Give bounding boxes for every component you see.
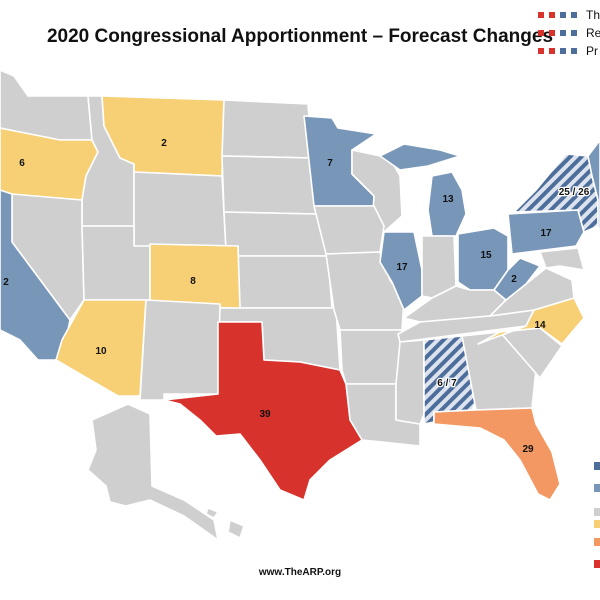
state-alaska [87, 403, 219, 541]
state-west-virginia [493, 257, 541, 301]
legend-marker-square [549, 12, 555, 18]
state-michigan [427, 171, 467, 237]
label-montana: 2 [161, 138, 167, 149]
state-washington [0, 69, 93, 141]
legend-marker [538, 48, 577, 54]
legend-marker-square [538, 48, 544, 54]
legend-swatch [594, 538, 600, 546]
label-north-carolina: 14 [534, 320, 546, 331]
label-oregon: 6 [19, 158, 25, 169]
label-colorado: 8 [190, 276, 196, 287]
label-michigan: 13 [442, 194, 454, 205]
state-nebraska [223, 211, 329, 257]
legend-swatch [594, 508, 600, 516]
label-arizona: 10 [95, 346, 107, 357]
label-minnesota: 7 [327, 158, 333, 169]
state-iowa [313, 205, 385, 255]
state-new-mexico [139, 299, 221, 401]
legend-marker-square [571, 48, 577, 54]
state-colorado [149, 243, 241, 309]
state-arkansas [339, 329, 403, 385]
state-wyoming [133, 171, 227, 251]
legend-swatch [594, 560, 600, 568]
state-illinois [379, 231, 423, 311]
legend-marker-square [538, 12, 544, 18]
legend-swatch [594, 520, 600, 528]
state-labels: 6 2 7 2 8 10 39 13 17 15 17 25 / 26 2 14… [3, 138, 591, 455]
top-legend: Th Re Pr [538, 8, 600, 58]
label-pennsylvania: 17 [540, 228, 552, 239]
side-legend [594, 462, 600, 568]
state-south-dakota [221, 155, 317, 215]
legend-text: Pr [586, 44, 598, 58]
state-maryland [539, 247, 585, 271]
legend-marker-square [560, 48, 566, 54]
state-kansas [237, 255, 333, 309]
state-mississippi [395, 339, 425, 425]
legend-marker [538, 12, 577, 18]
state-michigan-upper [379, 143, 461, 171]
label-texas: 39 [259, 409, 271, 420]
label-illinois: 17 [396, 262, 408, 273]
label-california: 2 [3, 277, 9, 288]
legend-swatch [594, 462, 600, 470]
legend-marker-square [549, 48, 555, 54]
state-hawaii-islands [205, 507, 219, 519]
label-new-york: 25 / 26 [559, 187, 590, 198]
label-ohio: 15 [480, 250, 492, 261]
state-texas [163, 321, 363, 501]
legend-marker-square [538, 30, 544, 36]
legend-text: Th [586, 8, 600, 22]
state-new-england [587, 139, 600, 241]
legend-marker-square [571, 12, 577, 18]
legend-marker-square [560, 12, 566, 18]
states-layer [0, 69, 600, 541]
legend-marker-square [571, 30, 577, 36]
label-west-virginia: 2 [511, 274, 517, 285]
legend-text: Re [586, 26, 600, 40]
label-florida: 29 [522, 444, 534, 455]
map-title: 2020 Congressional Apportionment – Forec… [47, 26, 553, 47]
website-footer: www.TheARP.org [258, 567, 341, 578]
state-florida [433, 407, 561, 501]
label-alabama: 6 / 7 [437, 378, 457, 389]
legend-marker-square [549, 30, 555, 36]
legend-marker [538, 30, 577, 36]
state-hawaii [227, 519, 245, 539]
state-north-carolina [477, 297, 585, 345]
legend-marker-square [560, 30, 566, 36]
state-north-dakota [221, 99, 313, 159]
legend-swatch [594, 484, 600, 492]
